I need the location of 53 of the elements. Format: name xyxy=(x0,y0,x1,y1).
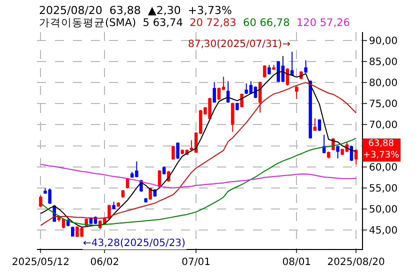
candlestick xyxy=(318,118,322,132)
candlestick xyxy=(39,194,42,208)
y-tick-label: 50,00 xyxy=(369,204,398,216)
x-tick-label: 06/02 xyxy=(90,257,120,268)
legend-title: 가격이동평균(SMA) xyxy=(39,17,136,29)
candlestick xyxy=(295,86,298,100)
candlestick xyxy=(263,64,266,78)
candlestick xyxy=(176,142,180,160)
annotation: 87,30(2025/07/31)→ xyxy=(188,39,290,50)
y-tick-label: 75,00 xyxy=(369,99,398,110)
candlestick xyxy=(212,82,216,104)
y-tick-label: 80,00 xyxy=(369,78,398,90)
text: 2025/08/20 63,88 ▲2,30 +3,73% xyxy=(39,4,232,17)
y-tick-label: 55,00 xyxy=(369,183,398,194)
candlestick xyxy=(121,190,125,198)
candlestick xyxy=(116,202,120,208)
x-tick-label: 08/01 xyxy=(282,257,312,268)
y-tick-label: 70,00 xyxy=(369,120,398,132)
line-series xyxy=(40,138,357,226)
candlestick xyxy=(308,80,312,140)
candlestick xyxy=(162,166,166,175)
candlestick xyxy=(322,134,326,154)
y-tick-label: 60,00 xyxy=(369,162,398,174)
x-tick-label: 2025/05/12 xyxy=(12,257,70,268)
candlestick xyxy=(172,145,175,160)
text: 20 72,83 xyxy=(190,17,236,29)
annotation: 63,88 +3,73% xyxy=(363,139,400,161)
candlestick xyxy=(313,118,317,132)
candlestick xyxy=(258,81,262,113)
candlestick xyxy=(231,102,234,132)
text: 5 63,74 xyxy=(142,17,184,29)
candlestick xyxy=(336,145,340,159)
y-tick-label: 45,00 xyxy=(369,226,398,237)
candlestick xyxy=(144,198,148,204)
x-tick-label: 07/01 xyxy=(182,257,210,268)
y-tick-label: 85,00 xyxy=(369,57,398,68)
y-tick-label: 90,00 xyxy=(369,36,398,47)
candlestick xyxy=(268,64,271,76)
text: 60 66,78 xyxy=(243,17,290,29)
candlestick xyxy=(240,93,244,108)
candlestick xyxy=(226,80,230,104)
candlestick xyxy=(304,60,308,74)
annotation: ←43,28(2025/05/23) xyxy=(83,238,186,249)
candlestick xyxy=(290,51,294,76)
candlestick xyxy=(354,148,358,165)
candlestick xyxy=(71,226,74,237)
text: 120 57,26 xyxy=(296,17,350,29)
candlestick xyxy=(272,64,276,70)
candlestick xyxy=(236,102,239,111)
line-series xyxy=(40,164,357,188)
x-tick-label: 2025/08/20 xyxy=(327,257,385,268)
candlestick xyxy=(112,201,116,210)
candlestick xyxy=(327,151,330,159)
